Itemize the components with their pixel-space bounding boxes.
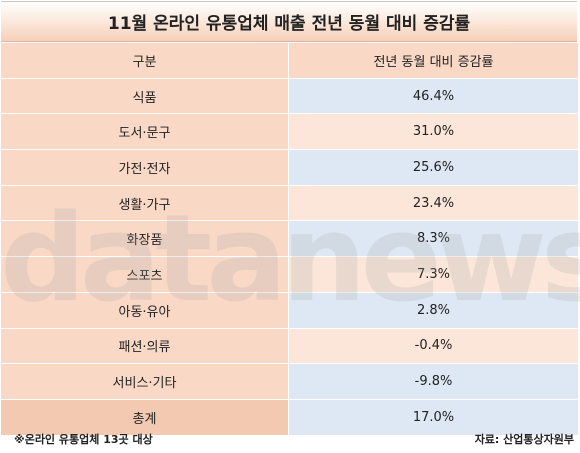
- category-cell: 스포츠: [1, 256, 289, 293]
- category-cell: 도서·문구: [1, 113, 289, 151]
- table-row: 아동·유아 2.8%: [1, 292, 578, 329]
- category-cell: 생활·가구: [1, 185, 289, 222]
- source-credit: 자료: 산업통상자원부: [474, 433, 574, 446]
- rate-cell: -0.4%: [288, 328, 578, 365]
- table-row: 스포츠 7.3%: [1, 256, 578, 293]
- data-table: 구분 전년 동월 대비 증감률 식품 46.4% 도서·문구 31.0% 가전·…: [1, 43, 578, 436]
- column-header-category: 구분: [1, 43, 289, 79]
- table-row: 서비스·기타 -9.8%: [1, 363, 578, 400]
- table-row: 식품 46.4%: [1, 78, 578, 115]
- total-label-cell: 총계: [1, 399, 289, 436]
- table-row: 생활·가구 23.4%: [1, 185, 578, 222]
- category-cell: 아동·유아: [1, 292, 289, 329]
- total-rate-cell: 17.0%: [288, 399, 578, 436]
- footnote: ※온라인 유통업체 13곳 대상: [14, 433, 153, 446]
- table-header-row: 구분 전년 동월 대비 증감률: [1, 43, 578, 79]
- table-row: 도서·문구 31.0%: [1, 113, 578, 151]
- title-bar: 11월 온라인 유통업체 매출 전년 동월 대비 증감률: [1, 1, 577, 42]
- category-cell: 서비스·기타: [1, 363, 289, 400]
- page-title: 11월 온라인 유통업체 매출 전년 동월 대비 증감률: [107, 14, 471, 34]
- rate-cell: 25.6%: [288, 149, 578, 186]
- category-cell: 가전·전자: [1, 149, 289, 186]
- column-header-rate: 전년 동월 대비 증감률: [288, 43, 578, 79]
- table-row: 패션·의류 -0.4%: [1, 328, 578, 365]
- table-row: 가전·전자 25.6%: [1, 149, 578, 186]
- rate-cell: 2.8%: [288, 292, 578, 329]
- table-total-row: 총계 17.0%: [1, 399, 578, 436]
- rate-cell: 46.4%: [288, 78, 578, 115]
- rate-cell: 31.0%: [288, 113, 578, 151]
- rate-cell: -9.8%: [288, 363, 578, 400]
- table-row: 화장품 8.3%: [1, 220, 578, 258]
- rate-cell: 8.3%: [288, 220, 578, 258]
- category-cell: 식품: [1, 78, 289, 115]
- category-cell: 패션·의류: [1, 328, 289, 365]
- rate-cell: 7.3%: [288, 256, 578, 293]
- rate-cell: 23.4%: [288, 185, 578, 222]
- category-cell: 화장품: [1, 220, 289, 258]
